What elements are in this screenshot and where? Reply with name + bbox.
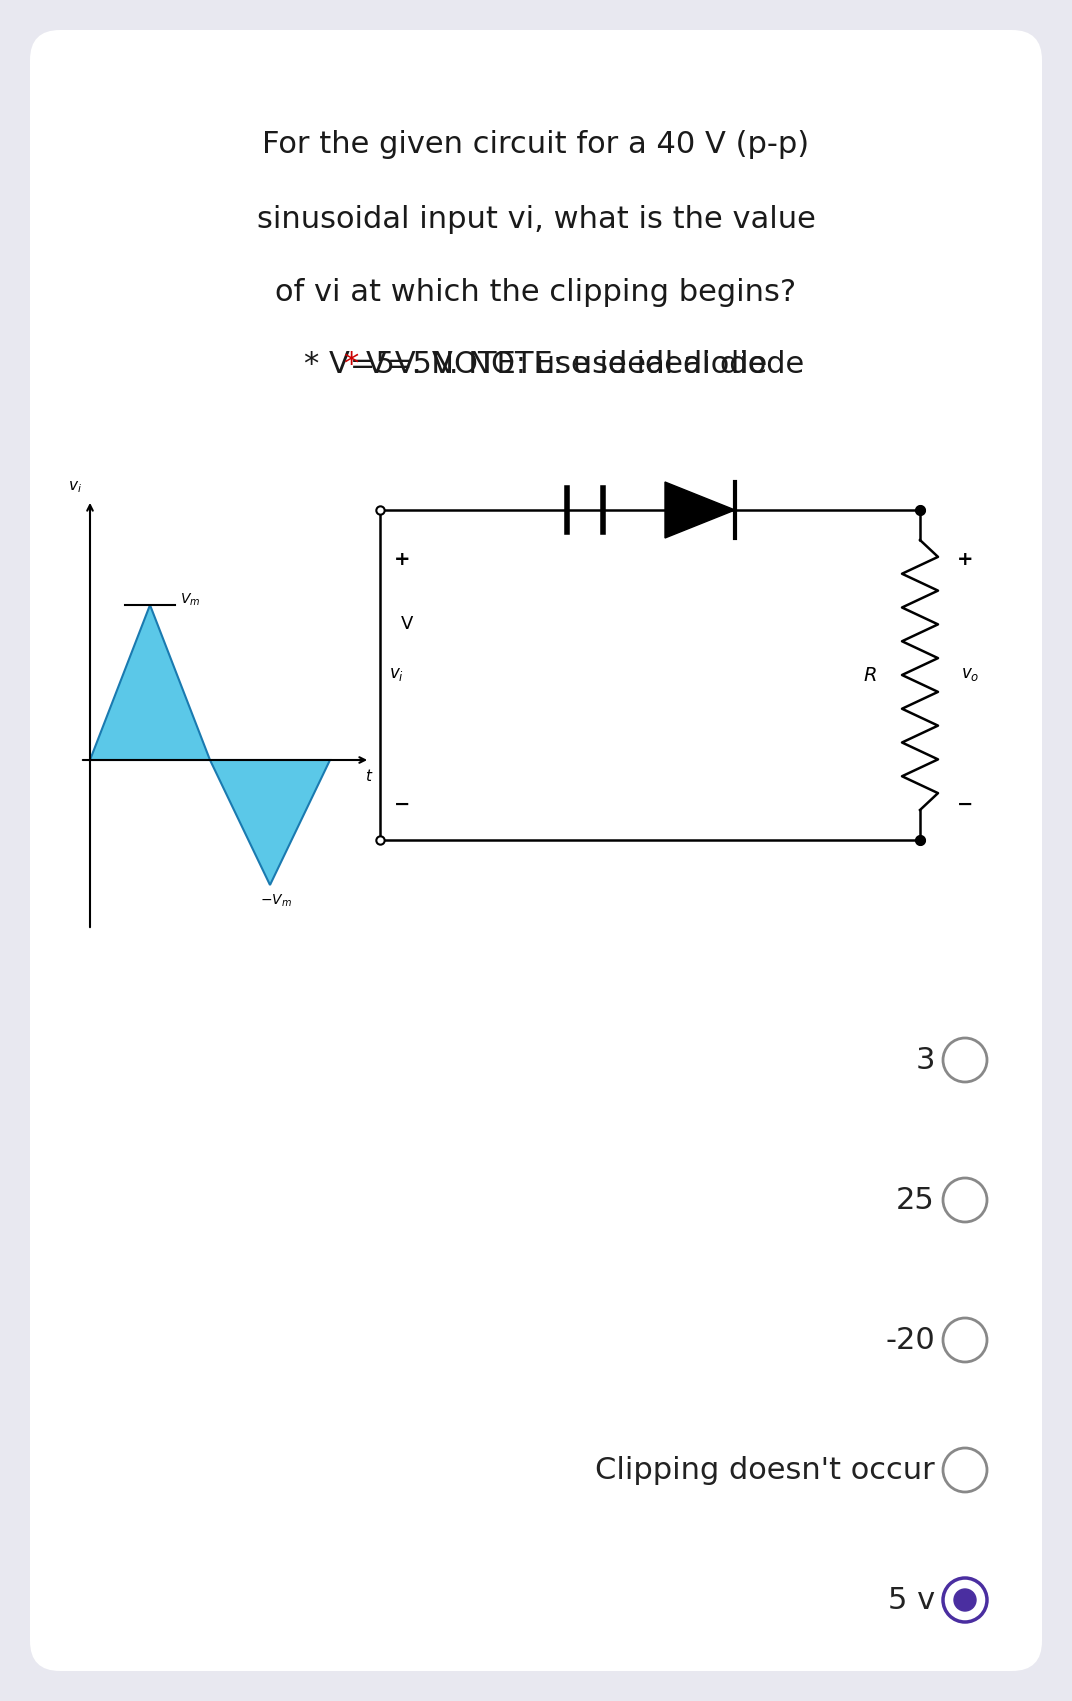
Text: sinusoidal input vi, what is the value: sinusoidal input vi, what is the value: [256, 206, 816, 235]
Text: $v_i$: $v_i$: [389, 665, 404, 684]
Polygon shape: [210, 760, 330, 885]
Circle shape: [943, 1448, 987, 1492]
Text: For the given circuit for a 40 V (p-p): For the given circuit for a 40 V (p-p): [263, 129, 809, 158]
Text: +: +: [956, 549, 973, 570]
Text: $V_m$: $V_m$: [180, 592, 200, 609]
Text: of vi at which the clipping begins?: of vi at which the clipping begins?: [276, 277, 796, 306]
Text: 25: 25: [896, 1186, 935, 1215]
Polygon shape: [665, 481, 735, 538]
Circle shape: [943, 1179, 987, 1221]
Text: $v_o$: $v_o$: [961, 665, 979, 684]
Text: $v_i$: $v_i$: [68, 480, 81, 495]
Text: 3: 3: [915, 1046, 935, 1075]
Text: $-V_m$: $-V_m$: [260, 893, 292, 910]
Text: *: *: [344, 350, 369, 379]
Text: −: −: [393, 794, 411, 815]
Text: −: −: [957, 794, 973, 815]
Circle shape: [943, 1579, 987, 1623]
Text: * V=5V. NOTE: use ideal diode: * V=5V. NOTE: use ideal diode: [304, 350, 768, 379]
Text: 5 v: 5 v: [888, 1585, 935, 1614]
Polygon shape: [90, 606, 210, 760]
Text: $t$: $t$: [364, 767, 373, 784]
Text: V=5V. NOTE: use ideal diode: V=5V. NOTE: use ideal diode: [366, 350, 804, 379]
Text: V: V: [401, 616, 413, 633]
Text: $R$: $R$: [863, 665, 877, 684]
Circle shape: [954, 1589, 976, 1611]
Circle shape: [943, 1038, 987, 1082]
Text: -20: -20: [885, 1325, 935, 1354]
FancyBboxPatch shape: [30, 31, 1042, 1670]
Text: Clipping doesn't occur: Clipping doesn't occur: [595, 1456, 935, 1485]
Text: +: +: [393, 549, 411, 570]
Circle shape: [943, 1318, 987, 1363]
